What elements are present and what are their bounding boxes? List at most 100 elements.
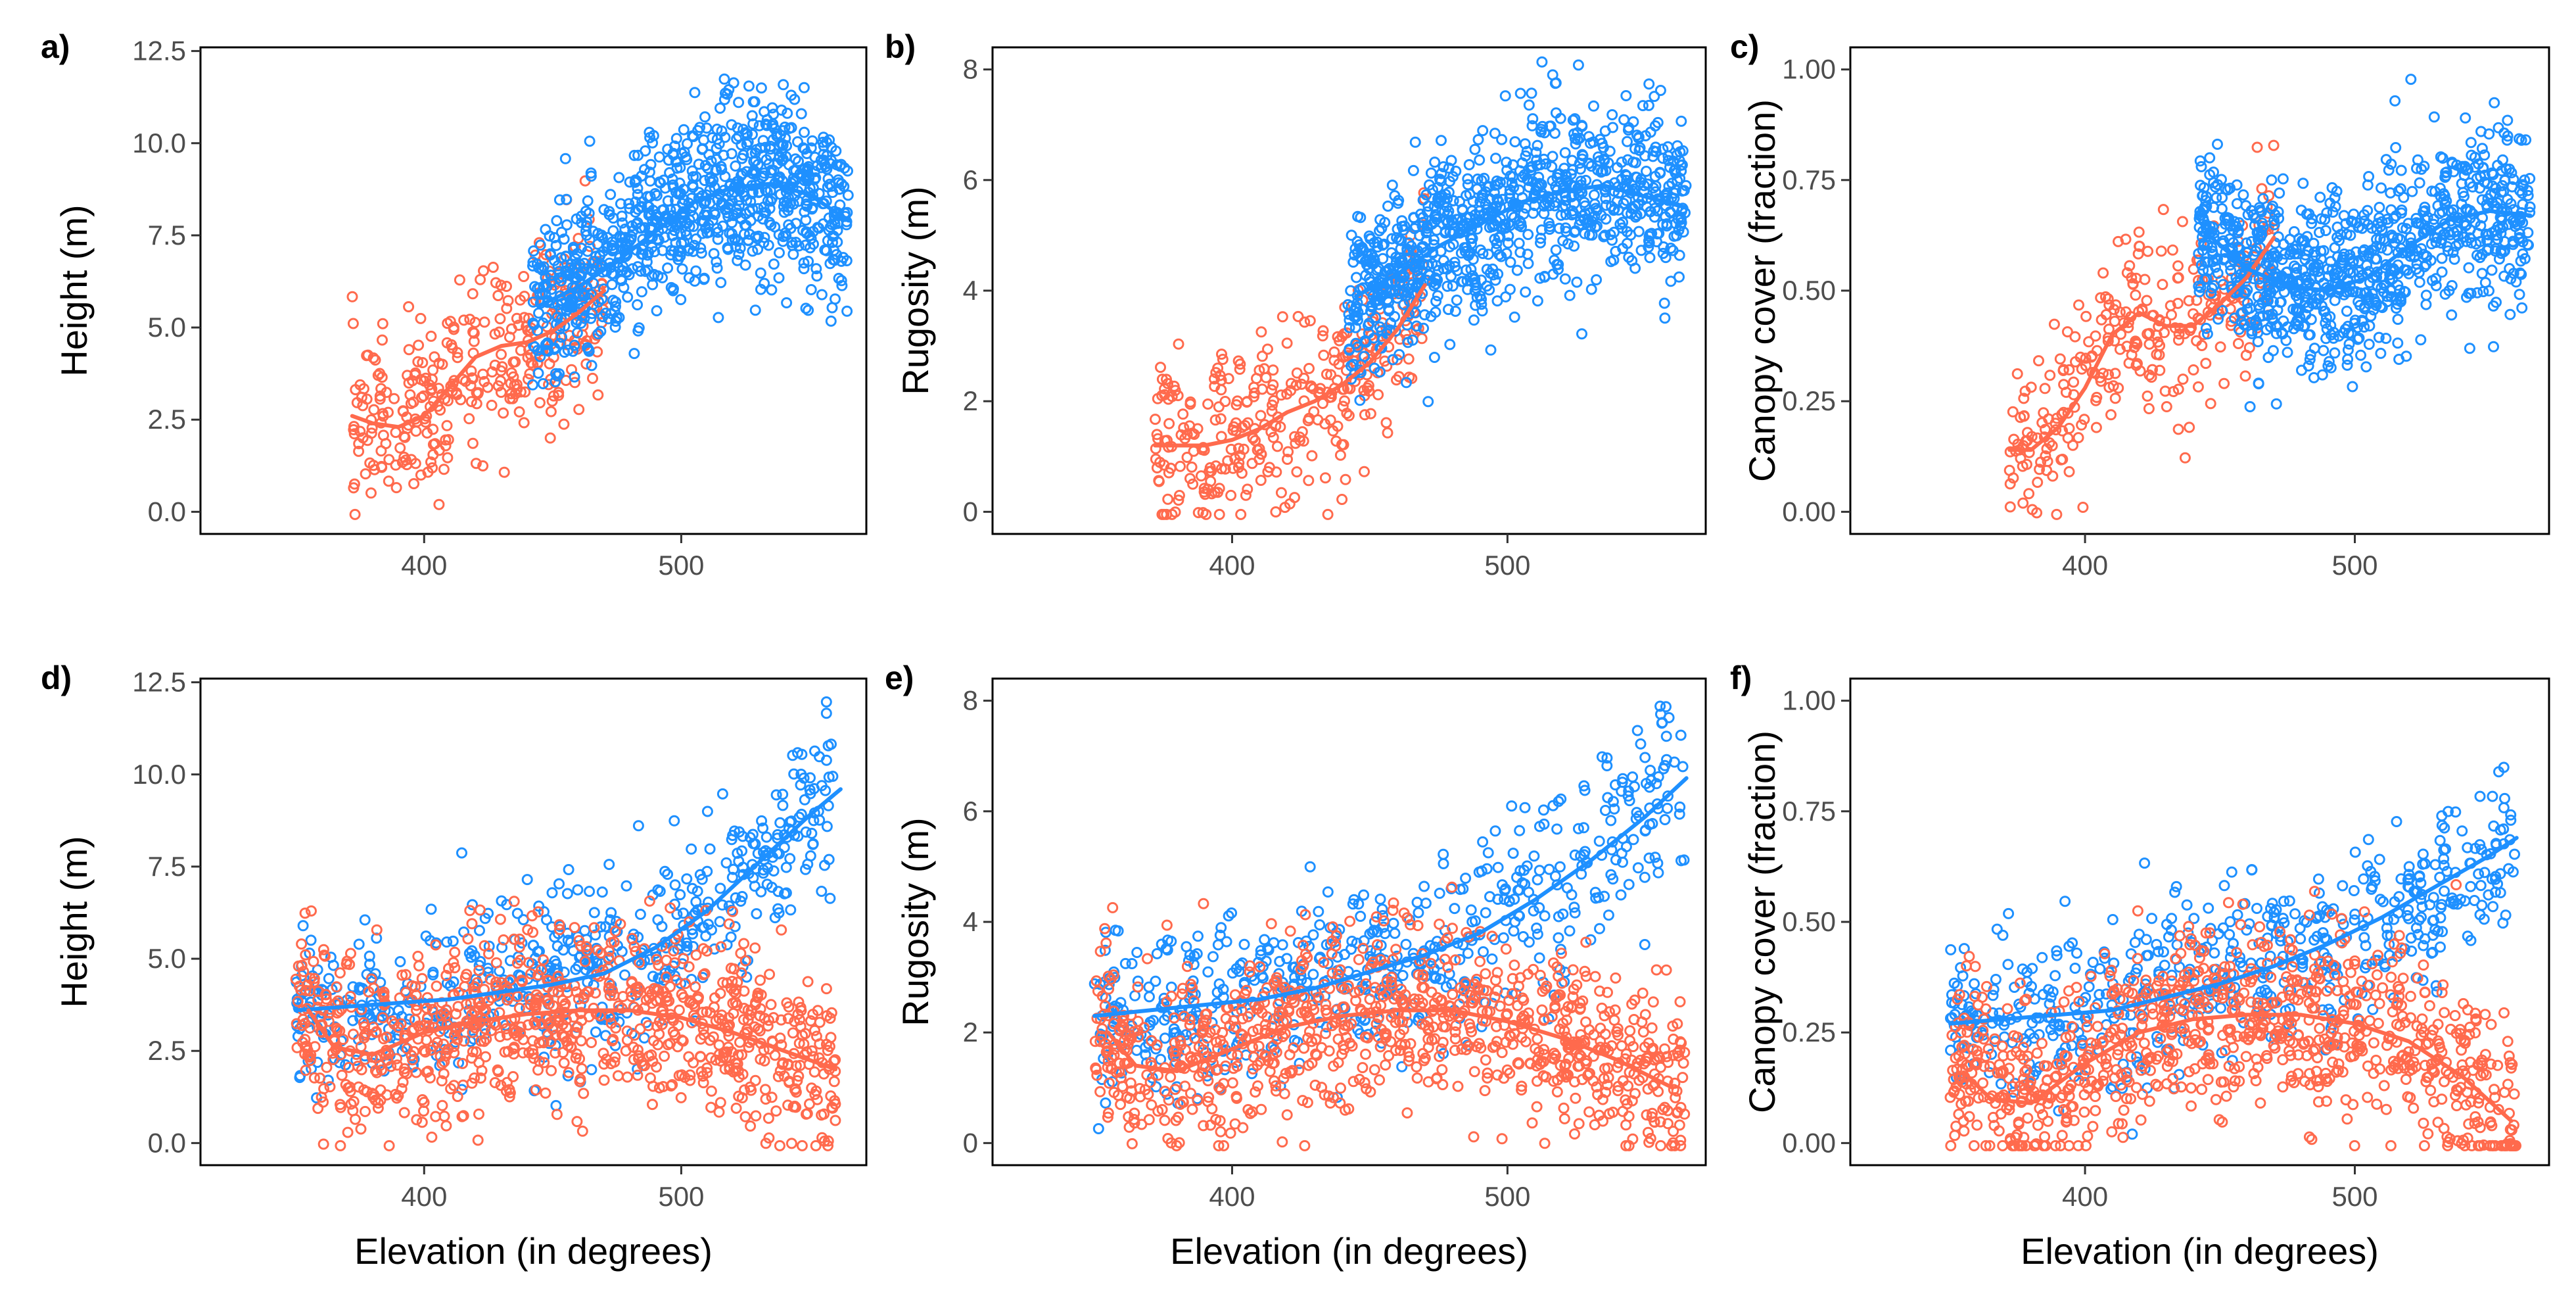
data-point [1535,158,1547,170]
data-point [759,141,771,153]
data-point [690,265,702,277]
data-point [717,220,729,232]
data-point [545,270,557,281]
data-point [2319,305,2331,317]
data-point [800,214,812,226]
data-point [1493,249,1505,260]
data-point [700,905,712,917]
data-point [1386,233,1398,245]
data-point [435,1010,447,1022]
data-point [697,228,709,239]
data-point [2352,333,2364,345]
data-point [763,1132,775,1144]
data-point [610,296,622,308]
data-point [2143,369,2155,381]
data-point [595,921,607,933]
data-point [2134,241,2145,252]
data-point [1564,289,1576,301]
data-point [1477,125,1489,137]
data-point [2280,335,2292,347]
data-point [398,451,410,463]
data-point [441,977,453,989]
data-point [553,924,565,936]
data-point [394,442,406,454]
data-point [1155,362,1166,373]
data-point [417,357,429,368]
data-point [383,475,394,487]
data-point [640,145,651,156]
data-point [2040,450,2051,462]
data-point [2341,305,2353,317]
y-axis-title: Canopy cover (fraction) [1741,99,1783,482]
data-point [1560,222,1572,234]
data-point [2051,508,2063,520]
data-point [1560,208,1572,220]
data-point [390,459,402,471]
data-point [1587,136,1599,148]
data-point [644,953,656,965]
data-point [1572,127,1583,139]
data-point [2179,452,2191,464]
data-point [681,873,693,885]
plot-area-c [2003,74,2536,520]
data-point [1522,229,1534,241]
data-point [652,914,664,926]
data-point [1583,229,1595,241]
data-point [1393,349,1405,360]
data-point [1386,180,1398,191]
data-point [710,1054,722,1066]
data-point [2425,238,2437,250]
data-point [605,308,617,320]
data-point [841,206,853,218]
data-point [2262,352,2274,364]
data-point [2464,343,2475,354]
data-point [726,217,738,229]
data-point [781,297,793,308]
data-point [1552,168,1564,180]
data-point [1674,155,1685,166]
data-point [2210,261,2221,273]
data-point [2362,179,2374,191]
data-point [2401,264,2413,276]
smooth-line-c-1 [2204,208,2533,293]
data-point [652,884,664,896]
data-point [563,864,574,875]
data-point [681,940,693,952]
data-point [585,167,597,179]
data-point [2471,287,2483,299]
data-point [532,345,544,356]
data-point [2414,177,2425,189]
data-point [467,1046,479,1057]
data-point [1464,232,1476,244]
data-point [698,1029,710,1041]
data-point [2216,203,2228,214]
data-point [748,166,760,178]
data-point [774,1032,786,1044]
data-point [2263,289,2275,300]
data-point [398,1107,410,1118]
data-point [2266,174,2278,186]
data-point [592,957,603,969]
data-point [1397,224,1409,236]
data-point [1337,400,1349,412]
data-point [642,191,653,203]
data-point [2130,272,2142,284]
data-point [1462,179,1474,191]
data-point [1291,367,1303,379]
data-point [2439,228,2450,240]
data-point [2464,224,2476,235]
data-point [761,831,772,843]
data-point [465,951,477,963]
data-point [513,1002,525,1014]
data-point [1578,197,1590,208]
data-point [324,1081,336,1093]
data-point [2514,289,2525,300]
data-point [626,231,637,243]
data-point [1336,494,1348,505]
data-point [768,865,780,877]
data-point [1532,295,1543,307]
data-point [776,924,787,936]
data-point [2130,360,2142,372]
